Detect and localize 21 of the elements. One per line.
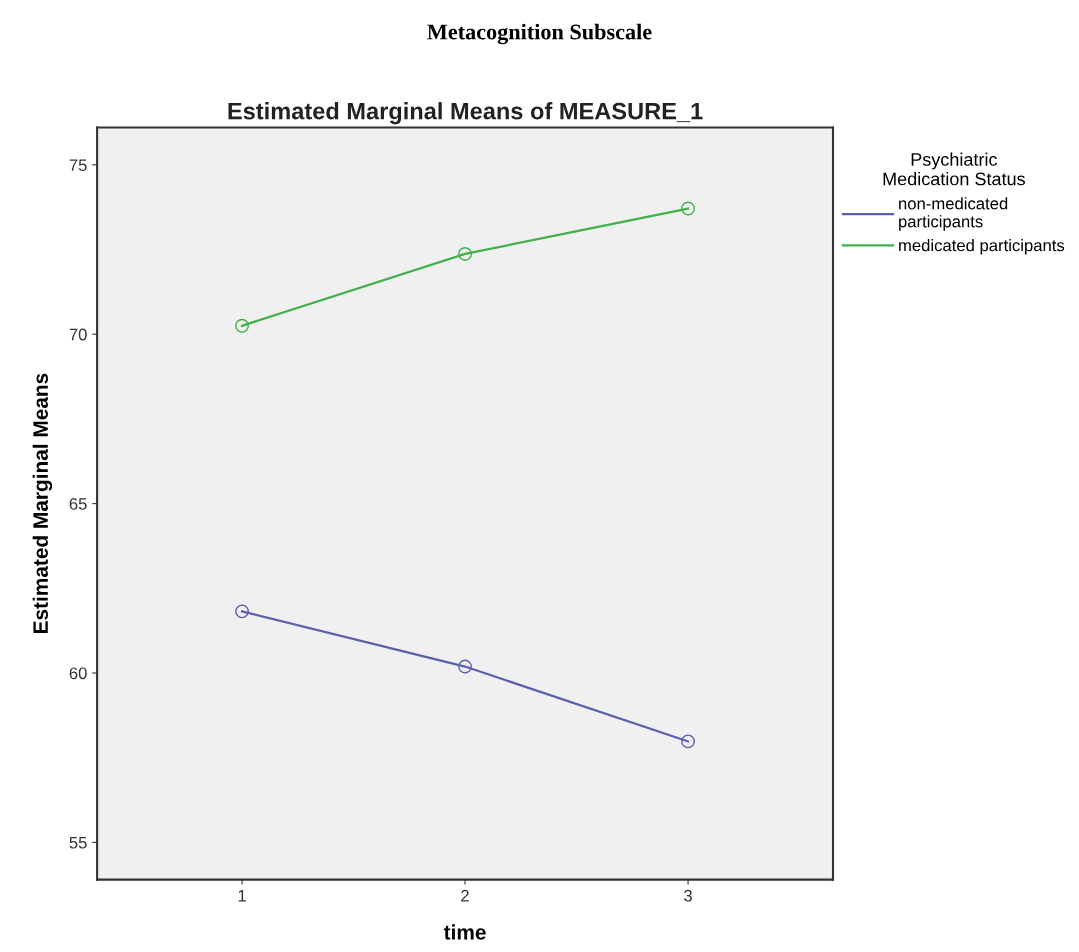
x-tick-label: 3 — [684, 889, 692, 902]
y-tick-label: 75 — [69, 159, 87, 172]
y-tick-label: 70 — [69, 328, 87, 341]
legend-label: medicated participants — [899, 239, 1065, 255]
x-axis-title: time — [443, 924, 486, 940]
point — [458, 246, 472, 261]
point — [681, 201, 695, 216]
y-tick-label: 55 — [69, 836, 87, 849]
point — [235, 318, 250, 333]
x-tick-label: 1 — [238, 889, 246, 902]
legend-title: Psychiatric Medication Status — [883, 152, 1025, 186]
legend-label: non-medicated participants — [899, 197, 1008, 231]
x-tick-label: 2 — [461, 889, 469, 902]
point — [235, 604, 250, 619]
chart-title: Estimated Marginal Means of MEASURE_1 — [228, 102, 703, 125]
y-tick-label: 65 — [69, 498, 87, 510]
chart-subtitle: Metacognition Subscale — [427, 23, 652, 45]
y-axis-title: Estimated Marginal Means — [32, 373, 53, 634]
y-tick-label: 60 — [69, 667, 87, 680]
point — [681, 734, 695, 749]
point — [458, 659, 472, 674]
